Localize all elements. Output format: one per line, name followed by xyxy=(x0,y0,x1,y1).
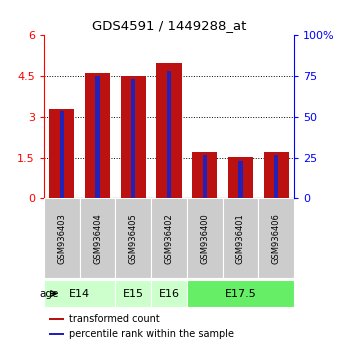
Bar xyxy=(202,155,207,199)
Text: GSM936401: GSM936401 xyxy=(236,213,245,264)
Text: E16: E16 xyxy=(159,289,179,298)
Bar xyxy=(49,333,64,335)
Bar xyxy=(223,199,258,278)
Bar xyxy=(167,71,171,199)
Bar xyxy=(187,280,294,307)
Bar xyxy=(264,152,289,199)
Text: GSM936400: GSM936400 xyxy=(200,213,209,264)
Text: E17.5: E17.5 xyxy=(224,289,256,298)
Text: E14: E14 xyxy=(69,289,90,298)
Bar xyxy=(151,280,187,307)
Bar xyxy=(192,152,217,199)
Text: E15: E15 xyxy=(123,289,144,298)
Text: GSM936404: GSM936404 xyxy=(93,213,102,264)
Bar xyxy=(115,280,151,307)
Bar xyxy=(258,199,294,278)
Bar xyxy=(85,73,110,199)
Text: GDS4591 / 1449288_at: GDS4591 / 1449288_at xyxy=(92,19,246,33)
Text: age: age xyxy=(40,289,59,298)
Bar xyxy=(187,199,223,278)
Bar xyxy=(115,199,151,278)
Bar xyxy=(274,155,278,199)
Bar xyxy=(228,157,253,199)
Bar xyxy=(131,79,136,199)
Bar xyxy=(156,63,182,199)
Bar xyxy=(49,109,74,199)
Bar xyxy=(49,318,64,320)
Text: percentile rank within the sample: percentile rank within the sample xyxy=(69,329,234,339)
Text: transformed count: transformed count xyxy=(69,314,160,324)
Bar xyxy=(44,199,80,278)
Bar xyxy=(60,112,64,199)
Bar xyxy=(151,199,187,278)
Bar xyxy=(121,76,146,199)
Bar xyxy=(95,76,100,199)
Text: GSM936405: GSM936405 xyxy=(129,213,138,264)
Text: GSM936403: GSM936403 xyxy=(57,213,66,264)
Text: GSM936402: GSM936402 xyxy=(165,213,173,264)
Bar xyxy=(80,199,115,278)
Bar xyxy=(44,280,115,307)
Bar xyxy=(238,161,243,199)
Text: GSM936406: GSM936406 xyxy=(272,213,281,264)
